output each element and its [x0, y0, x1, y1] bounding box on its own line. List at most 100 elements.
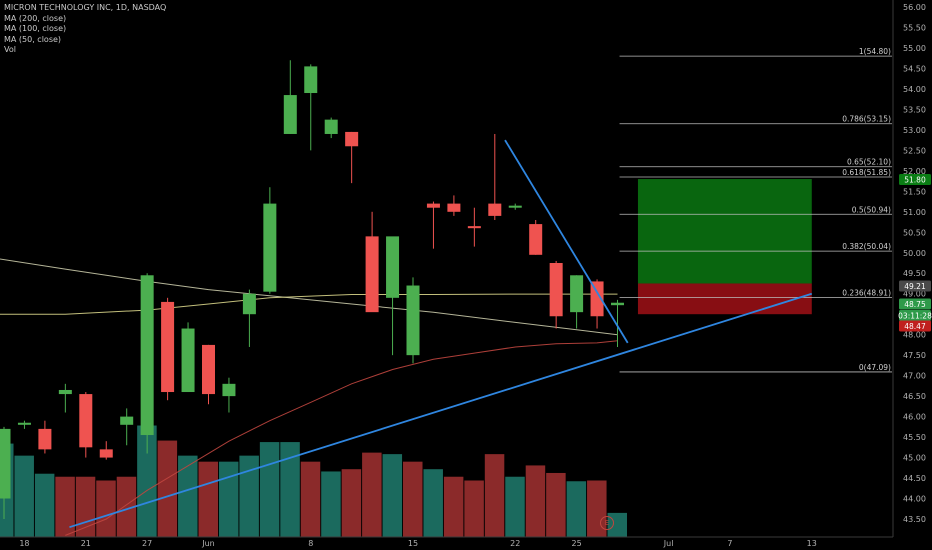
legend-ma200[interactable]: MA (200, close): [4, 13, 67, 23]
price-tick-label: 50.50: [903, 228, 926, 237]
candle-body: [17, 422, 31, 425]
candle-body: [263, 203, 277, 292]
price-tick-label: 43.50: [903, 515, 926, 524]
time-tick-label: 21: [81, 539, 91, 548]
volume-bar: [546, 472, 566, 537]
price-tick-label: 55.50: [903, 23, 926, 32]
price-tick-label: 49.50: [903, 269, 926, 278]
earnings-icon[interactable]: E: [600, 516, 614, 530]
volume-bar: [259, 442, 280, 537]
time-tick-label: 15: [408, 539, 418, 548]
price-tick-label: 53.00: [903, 126, 926, 135]
candle-body: [611, 302, 624, 306]
candle-body: [161, 301, 175, 393]
volume-bar: [280, 442, 300, 537]
volume-bar: [403, 461, 423, 537]
volume-bar: [218, 461, 239, 537]
volume-bar: [96, 480, 116, 537]
volume-bars: [0, 425, 627, 537]
volume-bar: [137, 425, 157, 537]
price-tag-label: 48.75: [904, 300, 926, 309]
time-tick-label: Jul: [663, 539, 674, 548]
target-zone: [637, 179, 812, 284]
candle-body: [38, 428, 52, 450]
candle-body: [202, 344, 215, 395]
volume-bar: [525, 465, 546, 537]
candle-body: [242, 293, 256, 315]
candle-body: [283, 95, 297, 134]
candle-body: [99, 449, 113, 458]
time-tick-label: 22: [510, 539, 520, 548]
fib-level-label: 0(47.09): [859, 363, 891, 372]
candle-body: [0, 428, 11, 499]
moving-averages: [0, 258, 618, 536]
price-tick-label: 45.50: [903, 433, 926, 442]
volume-bar: [198, 461, 218, 537]
chart-legend: MICRON TECHNOLOGY INC, 1D, NASDAQ MA (20…: [4, 3, 166, 56]
volume-bar: [14, 455, 34, 537]
price-tag: [899, 320, 931, 332]
time-tick-label: 27: [142, 539, 152, 548]
price-tag: [899, 280, 931, 292]
fibonacci-retracement[interactable]: 1(54.80) 0.786(53.15) 0.65(52.10)0.618(51.…: [619, 47, 892, 373]
volume-bar: [239, 455, 259, 537]
fib-level-label: 0.65(52.10): [847, 158, 891, 167]
legend-volume[interactable]: Vol: [4, 45, 16, 54]
time-tick-label: 25: [572, 539, 582, 548]
ma100-line: [0, 293, 618, 315]
time-tick-label: 18: [19, 539, 29, 548]
price-tick-label: 54.50: [903, 64, 926, 73]
price-tag-label: 51.80: [904, 176, 926, 185]
long-position-tool[interactable]: [637, 179, 812, 315]
trendline: [69, 292, 813, 529]
time-tick-label: 13: [807, 539, 817, 548]
candle-body: [79, 394, 93, 448]
candle-body: [508, 205, 522, 208]
fib-level-label: 0.786(53.15): [842, 115, 891, 124]
price-axis[interactable]: 56.00 55.50 55.00 54.50 54.00 53.50 53.00 52.50…: [892, 0, 932, 550]
volume-bar: [341, 469, 362, 537]
fib-level-label: 0.382(50.04): [842, 242, 891, 251]
candle-body: [181, 328, 195, 393]
fib-level-label: 0.5(50.94): [852, 205, 891, 214]
candle-body: [467, 226, 481, 229]
candle-body: [222, 383, 236, 397]
price-tick-label: 55.00: [903, 44, 926, 53]
price-axis-bg: [893, 0, 932, 550]
price-tick-label: 56.00: [903, 3, 926, 12]
volume-bar: [75, 476, 96, 537]
trendlines[interactable]: [69, 139, 813, 529]
time-tick-label: Jun: [201, 539, 215, 548]
time-tick-label: 8: [308, 539, 313, 548]
candle-body: [365, 236, 379, 313]
price-tick-label: 52.00: [903, 167, 926, 176]
price-tick-label: 48.00: [903, 331, 926, 340]
volume-bar: [505, 476, 525, 537]
candle-body: [58, 389, 72, 395]
candle-body: [140, 275, 154, 436]
price-tick-label: 44.00: [903, 495, 926, 504]
volume-bar: [116, 476, 137, 537]
price-tick-label: 46.50: [903, 392, 926, 401]
candle-body: [324, 119, 338, 134]
price-tick-label: 49.00: [903, 290, 926, 299]
candle-body: [529, 224, 543, 255]
price-tag: [899, 310, 931, 321]
price-tick-label: 51.00: [903, 208, 926, 217]
legend-ma100[interactable]: MA (100, close): [4, 24, 67, 33]
volume-bar: [178, 455, 198, 537]
candle-body: [120, 416, 134, 425]
volume-bar: [300, 461, 321, 537]
volume-bar: [484, 454, 505, 537]
price-tag-label: 49.21: [904, 282, 926, 291]
legend-ma50[interactable]: MA (50, close): [4, 34, 62, 44]
volume-bar: [382, 454, 403, 537]
time-axis[interactable]: 18 21 27 Jun 8 15 22 25 Jul 7 13: [0, 536, 893, 548]
volume-bar: [423, 469, 443, 537]
candle-body: [488, 203, 502, 216]
volume-bar: [321, 471, 341, 537]
price-tick-label: 51.50: [903, 187, 926, 196]
symbol-title[interactable]: MICRON TECHNOLOGY INC, 1D, NASDAQ: [4, 3, 167, 12]
